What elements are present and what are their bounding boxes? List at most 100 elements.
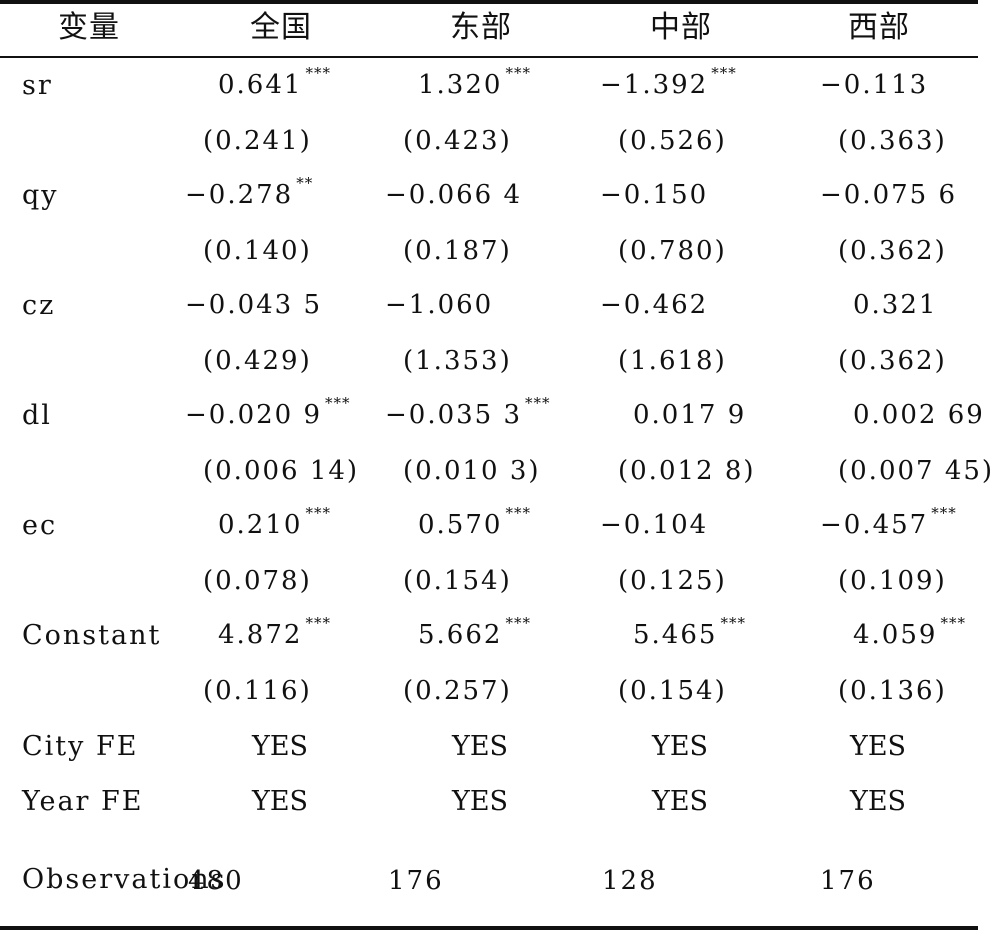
coefficient-cell: −0.462 — [600, 292, 708, 318]
fixed-effect-value: YES — [252, 731, 309, 762]
standard-error-cell: (0.007 45) — [838, 456, 993, 486]
coefficient-value: −0.462 — [600, 290, 709, 320]
header-west: 西部 — [848, 10, 910, 45]
fixed-effect-label: Year FE — [22, 786, 144, 817]
coefficient-value: 0.002 69 — [853, 400, 985, 430]
coefficient-cell: −0.020 9 *** — [185, 396, 351, 430]
coefficient-cell: 4.059 *** — [853, 616, 966, 650]
observations-value: 128 — [602, 866, 658, 896]
fixed-effect-value: YES — [252, 786, 309, 817]
coefficient-value: −0.278 — [185, 180, 294, 210]
standard-error-cell: (0.010 3) — [403, 456, 541, 486]
observations-value: 176 — [820, 866, 876, 896]
coefficient-cell: −0.278 ** — [185, 176, 313, 210]
coefficient-cell: 5.465 *** — [633, 616, 746, 650]
coefficient-cell: 0.017 9 — [633, 402, 746, 428]
observations-value: 480 — [188, 866, 244, 896]
fixed-effect-value: YES — [850, 786, 907, 817]
fixed-effect-value: YES — [452, 786, 509, 817]
standard-error-cell: (0.423) — [403, 126, 512, 156]
row-label: cz — [22, 290, 56, 321]
significance-stars: *** — [505, 504, 531, 522]
significance-stars: *** — [325, 394, 351, 412]
coefficient-value: 0.210 — [218, 510, 303, 540]
coefficient-value: 4.872 — [218, 620, 303, 650]
observations-label: Observations — [22, 864, 227, 895]
coefficient-value: −1.060 — [385, 290, 494, 320]
coefficient-cell: −0.113 — [820, 72, 928, 98]
fixed-effect-value: YES — [850, 731, 907, 762]
standard-error-cell: (0.257) — [403, 676, 512, 706]
coefficient-value: −0.075 6 — [820, 180, 958, 210]
header-national: 全国 — [250, 10, 312, 45]
row-label: Constant — [22, 620, 162, 651]
coefficient-cell: 0.002 69 — [853, 402, 985, 428]
row-label: qy — [22, 180, 59, 211]
coefficient-cell: −0.457 *** — [820, 506, 957, 540]
coefficient-cell: 0.321 — [853, 292, 937, 318]
observations-value: 176 — [388, 866, 444, 896]
standard-error-cell: (0.125) — [618, 566, 727, 596]
significance-stars: *** — [505, 614, 531, 632]
standard-error-cell: (0.109) — [838, 566, 947, 596]
coefficient-cell: 5.662 *** — [418, 616, 531, 650]
coefficient-value: −1.392 — [600, 70, 709, 100]
coefficient-value: 5.662 — [418, 620, 503, 650]
coefficient-cell: −0.066 4 — [385, 182, 522, 208]
significance-stars: *** — [940, 614, 966, 632]
coefficient-value: −0.150 — [600, 180, 709, 210]
row-label: ec — [22, 510, 58, 541]
significance-stars: *** — [720, 614, 746, 632]
coefficient-value: 0.641 — [218, 70, 303, 100]
fixed-effect-label: City FE — [22, 731, 139, 762]
coefficient-value: −0.113 — [820, 70, 929, 100]
standard-error-cell: (0.429) — [203, 346, 312, 376]
standard-error-cell: (0.526) — [618, 126, 727, 156]
standard-error-cell: (0.006 14) — [203, 456, 360, 486]
top-rule — [0, 0, 978, 4]
standard-error-cell: (0.187) — [403, 236, 512, 266]
coefficient-value: −0.020 9 — [185, 400, 323, 430]
fixed-effect-value: YES — [652, 786, 709, 817]
coefficient-value: 4.059 — [853, 620, 938, 650]
significance-stars: *** — [505, 64, 531, 82]
standard-error-cell: (0.140) — [203, 236, 312, 266]
standard-error-cell: (0.136) — [838, 676, 947, 706]
header-east: 东部 — [450, 10, 512, 45]
significance-stars: ** — [296, 174, 314, 192]
coefficient-cell: 4.872 *** — [218, 616, 331, 650]
coefficient-value: 0.321 — [853, 290, 938, 320]
standard-error-cell: (0.780) — [618, 236, 727, 266]
standard-error-cell: (0.362) — [838, 346, 947, 376]
coefficient-cell: 0.641 *** — [218, 66, 331, 100]
header-rule — [0, 56, 978, 58]
coefficient-cell: 0.570 *** — [418, 506, 531, 540]
coefficient-value: 0.570 — [418, 510, 503, 540]
coefficient-cell: −1.392 *** — [600, 66, 737, 100]
coefficient-cell: 0.210 *** — [218, 506, 331, 540]
standard-error-cell: (1.353) — [403, 346, 512, 376]
standard-error-cell: (0.078) — [203, 566, 312, 596]
coefficient-value: 5.465 — [633, 620, 718, 650]
standard-error-cell: (0.241) — [203, 126, 312, 156]
standard-error-cell: (0.012 8) — [618, 456, 756, 486]
coefficient-value: 1.320 — [418, 70, 503, 100]
fixed-effect-value: YES — [652, 731, 709, 762]
fixed-effect-value: YES — [452, 731, 509, 762]
coefficient-cell: −0.035 3 *** — [385, 396, 551, 430]
significance-stars: *** — [711, 64, 737, 82]
coefficient-cell: −1.060 — [385, 292, 493, 318]
coefficient-value: −0.066 4 — [385, 180, 523, 210]
row-label: dl — [22, 400, 52, 431]
coefficient-value: 0.017 9 — [633, 400, 747, 430]
header-variable: 变量 — [58, 10, 120, 45]
standard-error-cell: (0.116) — [203, 676, 312, 706]
standard-error-cell: (0.154) — [403, 566, 512, 596]
significance-stars: *** — [305, 504, 331, 522]
standard-error-cell: (1.618) — [618, 346, 727, 376]
coefficient-value: −0.035 3 — [385, 400, 523, 430]
coefficient-value: −0.457 — [820, 510, 929, 540]
significance-stars: *** — [931, 504, 957, 522]
bottom-rule — [0, 926, 978, 930]
coefficient-cell: 1.320 *** — [418, 66, 531, 100]
